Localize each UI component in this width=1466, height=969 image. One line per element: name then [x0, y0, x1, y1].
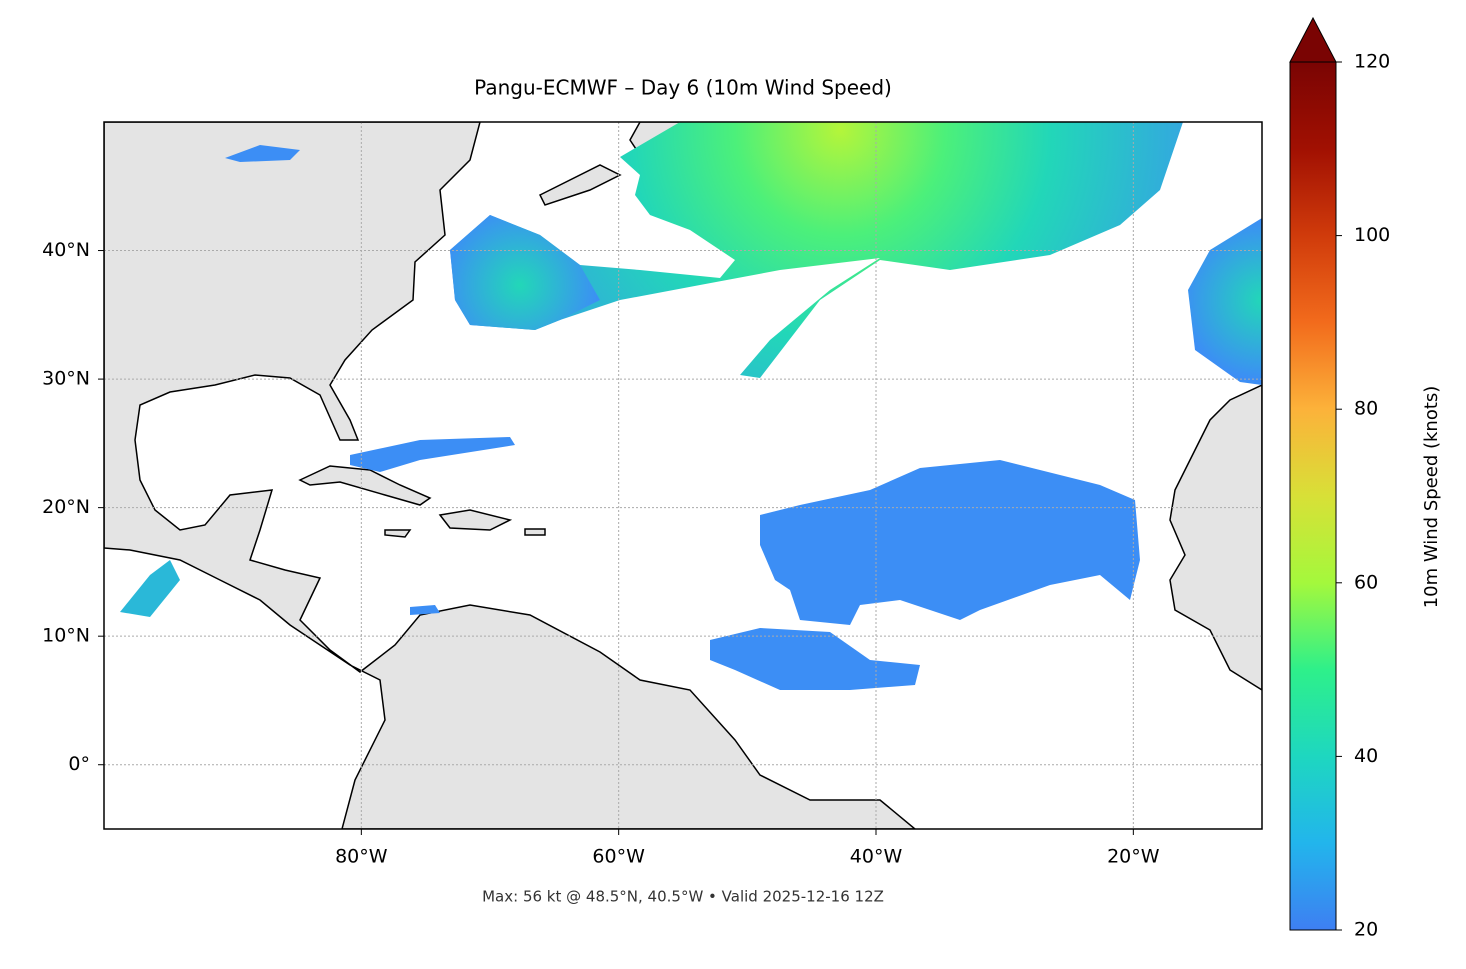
land: [1169, 384, 1262, 691]
wind-field: [120, 560, 180, 617]
y-tick-label: 30°N: [42, 368, 90, 390]
x-tick-label: 80°W: [335, 846, 388, 868]
colorbar-tick-label: 60: [1354, 571, 1378, 593]
wind-field: [225, 145, 300, 162]
colorbar: [1289, 61, 1337, 931]
wind-field: [450, 122, 1183, 378]
colorbar-extend: [1289, 16, 1337, 63]
land: [538, 164, 622, 206]
wind-field: [410, 605, 440, 615]
colorbar-tick-label: 120: [1354, 51, 1390, 73]
land: [524, 528, 546, 536]
colorbar-tick-label: 40: [1354, 745, 1378, 767]
land: [384, 529, 412, 538]
y-tick-label: 20°N: [42, 496, 90, 518]
map-frame: [103, 121, 1263, 830]
wind-field: [450, 215, 600, 330]
wind-field: [1188, 218, 1262, 385]
colorbar-tick-label: 20: [1354, 919, 1378, 941]
x-tick-label: 60°W: [592, 846, 645, 868]
colorbar-tick-label: 100: [1354, 224, 1390, 246]
colorbar-label: 10m Wind Speed (knots): [1421, 386, 1442, 609]
footnote: Max: 56 kt @ 48.5°N, 40.5°W • Valid 2025…: [482, 888, 884, 906]
wind-field: [710, 628, 920, 690]
map-title: Pangu-ECMWF – Day 6 (10m Wind Speed): [474, 76, 892, 100]
land: [104, 122, 917, 829]
x-tick-label: 20°W: [1107, 846, 1160, 868]
y-tick-label: 40°N: [42, 239, 90, 261]
colorbar-tick-label: 80: [1354, 398, 1378, 420]
x-tick-label: 40°W: [850, 846, 903, 868]
map-area: [104, 122, 1262, 829]
y-tick-label: 10°N: [42, 625, 90, 647]
land: [438, 509, 513, 531]
wind-field: [760, 460, 1140, 625]
land: [298, 465, 432, 506]
y-tick-label: 0°: [68, 753, 90, 775]
wind-field: [350, 437, 515, 472]
